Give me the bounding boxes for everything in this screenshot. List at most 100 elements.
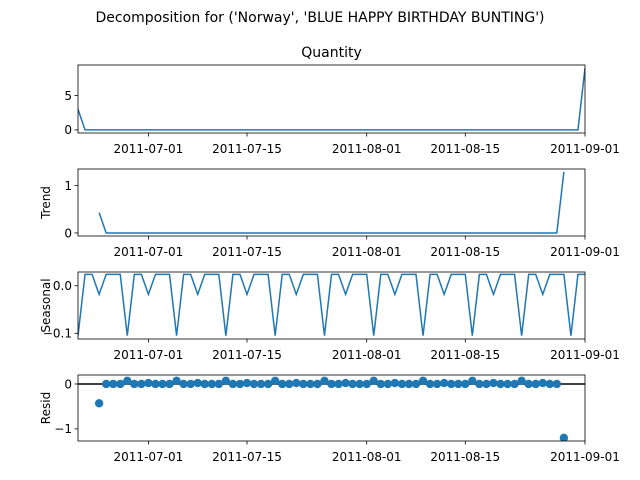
resid-point [137, 379, 146, 389]
x-tick-label: 2011-07-01 [114, 348, 184, 362]
resid-point [165, 379, 174, 389]
resid-point [320, 376, 329, 386]
resid-point [545, 379, 554, 389]
resid-point [242, 378, 252, 388]
resid-point [235, 379, 245, 389]
resid-point [404, 379, 414, 389]
y-axis-label: Trend [39, 186, 53, 220]
resid-point [355, 379, 364, 389]
resid-panel: Resid 0 −1 2011-07-01 2011-07-15 2011-08-01 20… [39, 374, 620, 464]
resid-point [144, 378, 153, 388]
resid-point [376, 379, 385, 389]
resid-point [263, 379, 273, 389]
x-tick-label: 2011-08-15 [430, 450, 500, 464]
resid-point [249, 379, 259, 389]
resid-point [123, 376, 132, 386]
resid-point [552, 379, 562, 389]
resid-point [179, 379, 188, 389]
resid-point [425, 379, 435, 389]
resid-point [292, 378, 301, 388]
resid-point [362, 379, 371, 389]
series-line [78, 273, 585, 336]
resid-point [475, 379, 484, 389]
x-tick-label: 2011-08-15 [430, 245, 500, 259]
y-tick-label: 5 [64, 89, 72, 103]
x-tick-label: 2011-08-01 [332, 348, 402, 362]
x-tick-label: 2011-07-01 [114, 450, 184, 464]
x-tick-label: 2011-09-01 [550, 245, 620, 259]
resid-point [270, 376, 280, 386]
axes-frame [77, 64, 586, 134]
resid-point [454, 379, 463, 389]
x-tick-label: 2011-09-01 [550, 142, 620, 156]
resid-point [538, 378, 547, 388]
series-line [78, 68, 585, 131]
resid-point [397, 379, 407, 389]
series-line [98, 171, 565, 234]
y-axis-label: Seasonal [39, 278, 53, 332]
resid-point [482, 379, 491, 389]
resid-point [186, 379, 195, 389]
y-tick-label: 0 [64, 123, 72, 137]
y-axis-label: Resid [39, 392, 53, 424]
x-tick-label: 2011-07-15 [212, 450, 282, 464]
resid-point [334, 379, 343, 389]
trend-panel: Trend 0 1 2011-07-01 2011-07-15 2011-08-01 201… [39, 168, 620, 259]
panel-title: Quantity [301, 45, 362, 61]
resid-point [200, 379, 209, 389]
resid-point [109, 379, 118, 389]
resid-point [306, 379, 315, 389]
x-tick-label: 2011-07-01 [114, 142, 184, 156]
resid-point [461, 379, 470, 389]
resid-point [158, 379, 167, 389]
resid-point [214, 379, 224, 389]
axes-frame [77, 374, 586, 442]
resid-point [439, 378, 449, 388]
x-tick-label: 2011-09-01 [550, 348, 620, 362]
resid-point [418, 376, 428, 386]
figure-suptitle: Decomposition for ('Norway', 'BLUE HAPPY… [95, 10, 544, 26]
seasonal-panel: Seasonal 0.0 −0.1 2011-07-01 2011-07-15 2011-… [39, 271, 620, 362]
y-tick-label: 0 [64, 377, 72, 391]
x-tick-label: 2011-07-15 [212, 142, 282, 156]
resid-point [390, 378, 400, 388]
x-tick-label: 2011-07-15 [212, 348, 282, 362]
resid-point [411, 379, 421, 389]
resid-point [524, 379, 533, 389]
resid-point [278, 379, 287, 389]
x-tick-label: 2011-09-01 [550, 450, 620, 464]
resid-point [313, 379, 322, 389]
x-tick-label: 2011-08-15 [430, 348, 500, 362]
resid-point [510, 379, 519, 389]
x-tick-label: 2011-08-01 [332, 142, 402, 156]
resid-point [94, 399, 104, 408]
resid-point [447, 379, 456, 389]
axes-frame [77, 168, 586, 237]
resid-point [468, 376, 477, 386]
quantity-panel: Quantity 0 5 2011-07-01 2011-07-15 2011-08-01… [64, 45, 620, 156]
y-tick-label: −0.1 [43, 327, 72, 341]
resid-point [228, 379, 238, 389]
y-tick-label: 0 [64, 226, 72, 240]
y-tick-label: 1 [64, 179, 72, 193]
axes-frame [77, 271, 586, 340]
resid-point [517, 376, 526, 386]
resid-point [432, 379, 442, 389]
resid-point [503, 379, 512, 389]
resid-point [489, 378, 498, 388]
resid-point [496, 379, 505, 389]
resid-point [348, 379, 357, 389]
x-tick-label: 2011-07-15 [212, 245, 282, 259]
x-tick-label: 2011-08-15 [430, 142, 500, 156]
resid-point [299, 379, 308, 389]
resid-point [285, 379, 294, 389]
resid-point [369, 376, 378, 386]
resid-point [531, 379, 540, 389]
resid-point [221, 376, 231, 386]
x-tick-label: 2011-08-01 [332, 245, 402, 259]
resid-point [341, 378, 350, 388]
resid-point [130, 379, 139, 389]
resid-point [172, 376, 181, 386]
resid-point [559, 433, 569, 441]
